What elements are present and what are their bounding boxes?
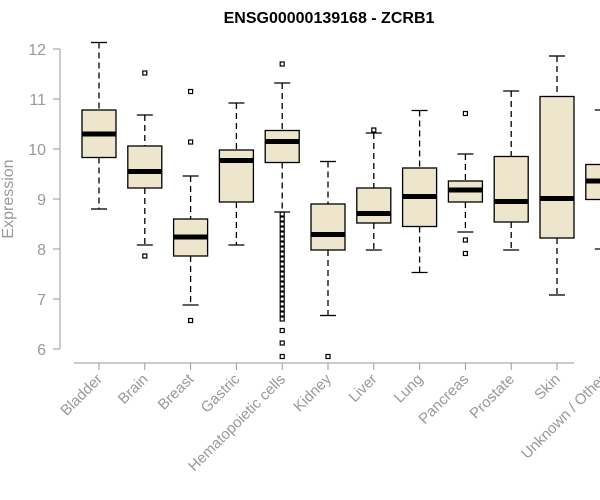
outlier-point: [279, 271, 285, 277]
box-group: [81, 41, 117, 210]
box: [264, 129, 300, 164]
chart-title: ENSG00000139168 - ZCRB1: [224, 10, 435, 27]
box-group: [447, 110, 484, 257]
outlier-point: [279, 261, 285, 267]
outlier-point: [462, 237, 468, 243]
outlier-point: [279, 236, 285, 242]
outlier-point: [279, 306, 285, 312]
box-group: [264, 61, 300, 360]
box-group: [218, 102, 255, 246]
x-tick-label: Brain: [115, 371, 152, 408]
outlier-point: [188, 317, 194, 324]
box-group: [172, 88, 209, 324]
x-tick-label: Pancreas: [415, 371, 472, 428]
outlier-point: [279, 327, 285, 334]
outlier-point: [279, 296, 285, 302]
outlier-point: [462, 110, 468, 117]
outlier-point: [279, 251, 285, 257]
outlier-point: [279, 311, 285, 317]
outlier-point: [462, 250, 468, 257]
y-tick-label: 6: [37, 342, 46, 359]
y-tick-label: 12: [28, 42, 46, 59]
outlier-point: [325, 353, 331, 360]
outlier-point: [279, 216, 285, 222]
box: [310, 203, 346, 251]
box: [127, 145, 163, 189]
x-tick-label: Prostate: [466, 371, 518, 423]
outlier-point: [279, 281, 285, 287]
box-group: [401, 109, 438, 274]
y-tick-label: 10: [28, 142, 46, 159]
outlier-point: [279, 266, 285, 272]
box: [356, 187, 392, 224]
outlier-point: [279, 246, 285, 252]
outlier-point: [279, 291, 285, 297]
y-tick-label: 8: [37, 242, 46, 259]
outlier-point: [279, 276, 285, 282]
x-tick-label: Kidney: [290, 370, 335, 415]
box-group: [585, 109, 600, 250]
outlier-point: [142, 70, 148, 76]
y-axis-label: Expression: [0, 159, 17, 238]
x-tick-label: Bladder: [57, 371, 106, 420]
box: [218, 149, 255, 203]
y-tick-label: 7: [37, 292, 46, 309]
outlier-point: [371, 127, 377, 133]
box-group: [310, 160, 346, 360]
outlier-point: [279, 221, 285, 227]
box-group: [356, 127, 392, 251]
outlier-point: [188, 139, 194, 145]
outlier-point: [279, 256, 285, 262]
y-tick-label: 11: [29, 92, 46, 109]
outlier-point: [279, 61, 285, 67]
outlier-point: [279, 231, 285, 237]
outlier-point: [279, 353, 285, 360]
box: [539, 95, 575, 239]
outlier-point: [279, 226, 285, 232]
outlier-point: [188, 88, 194, 95]
outlier-point: [142, 253, 148, 259]
box-group: [493, 90, 529, 251]
x-tick-label: Breast: [155, 370, 198, 413]
box-group: [127, 70, 163, 259]
outlier-point: [279, 211, 285, 217]
boxes: [81, 41, 600, 360]
y-tick-label: 9: [37, 192, 46, 209]
x-tick-label: Skin: [531, 371, 564, 404]
outlier-point: [279, 286, 285, 292]
x-tick-label: Liver: [346, 371, 381, 406]
box: [493, 155, 529, 223]
outlier-point: [279, 301, 285, 307]
outlier-point: [279, 340, 285, 346]
outlier-point: [279, 316, 285, 322]
y-ticks: 6 7 8 9 10 11 12: [28, 42, 60, 359]
x-tick-label: Gastric: [198, 370, 244, 416]
x-tick-label: Lung: [391, 371, 427, 407]
box-group: [539, 55, 575, 296]
outlier-point: [279, 241, 285, 247]
